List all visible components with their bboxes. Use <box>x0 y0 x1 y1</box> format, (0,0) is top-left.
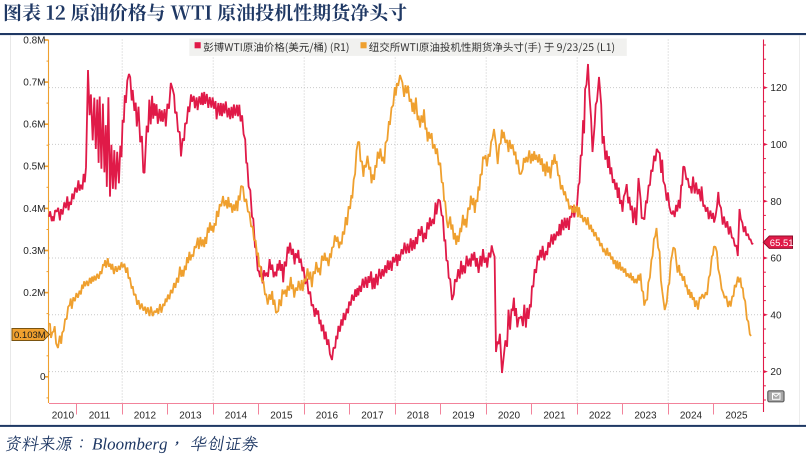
svg-text:2025: 2025 <box>725 411 748 422</box>
svg-text:2024: 2024 <box>680 411 703 422</box>
svg-text:20: 20 <box>770 367 782 378</box>
svg-text:2013: 2013 <box>179 411 202 422</box>
svg-text:0.7M: 0.7M <box>23 78 45 89</box>
svg-text:0.8M: 0.8M <box>23 35 45 46</box>
svg-text:2010: 2010 <box>52 411 75 422</box>
svg-text:0.2M: 0.2M <box>23 288 45 299</box>
svg-text:2019: 2019 <box>452 411 475 422</box>
svg-text:0.5M: 0.5M <box>23 162 45 173</box>
svg-text:2023: 2023 <box>634 411 657 422</box>
svg-text:100: 100 <box>770 140 787 151</box>
svg-text:2015: 2015 <box>270 411 293 422</box>
svg-text:2014: 2014 <box>225 411 248 422</box>
svg-text:40: 40 <box>770 310 782 321</box>
svg-text:0.103M: 0.103M <box>14 330 46 341</box>
svg-text:2018: 2018 <box>407 411 430 422</box>
svg-text:2020: 2020 <box>498 411 521 422</box>
svg-text:120: 120 <box>770 83 787 94</box>
svg-text:60: 60 <box>770 254 782 265</box>
svg-text:80: 80 <box>770 197 782 208</box>
svg-text:2016: 2016 <box>316 411 339 422</box>
svg-text:2011: 2011 <box>89 411 111 422</box>
svg-text:0.6M: 0.6M <box>23 120 45 131</box>
svg-text:0.4M: 0.4M <box>23 204 45 215</box>
svg-text:2021: 2021 <box>543 411 566 422</box>
svg-text:0: 0 <box>40 372 46 383</box>
svg-text:2022: 2022 <box>589 411 612 422</box>
svg-text:2012: 2012 <box>134 411 157 422</box>
svg-text:0.3M: 0.3M <box>23 246 45 257</box>
svg-text:2017: 2017 <box>361 411 384 422</box>
svg-text:65.51: 65.51 <box>770 238 794 249</box>
